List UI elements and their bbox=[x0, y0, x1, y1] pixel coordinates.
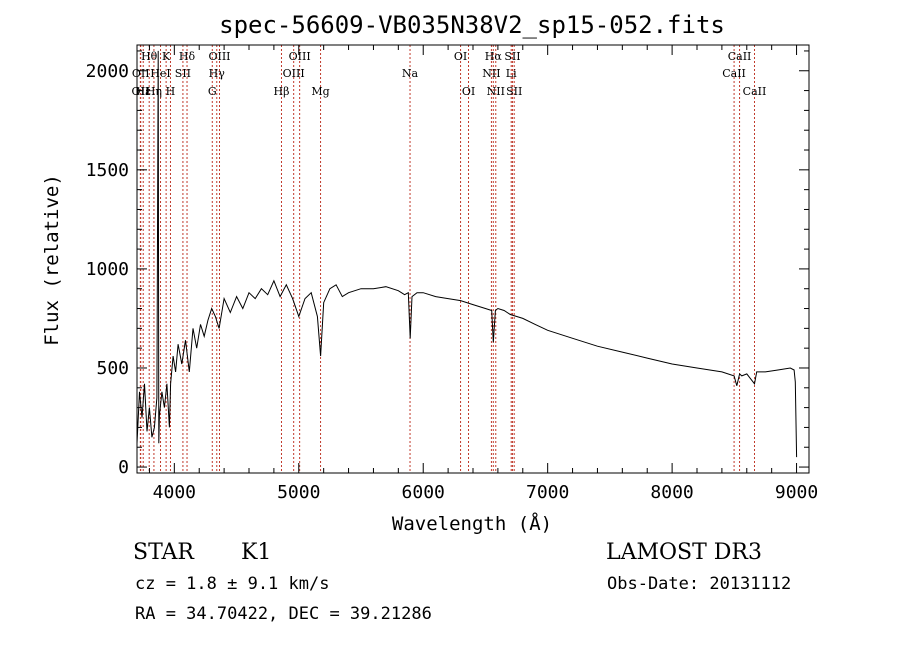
emission-line-label: OI bbox=[462, 85, 475, 98]
emission-line-label: Li bbox=[506, 67, 517, 80]
emission-line-label: Mg bbox=[311, 85, 329, 98]
emission-line-label: Hε bbox=[136, 85, 152, 98]
emission-line-label: OIII bbox=[289, 50, 311, 63]
emission-line-label: HeI bbox=[150, 67, 170, 80]
emission-line-label: K bbox=[162, 50, 171, 63]
emission-line-label: SII bbox=[175, 67, 191, 80]
plot-frame bbox=[136, 44, 810, 474]
x-axis-ticks: 4000 5000 6000 7000 8000 9000 bbox=[148, 45, 818, 503]
emission-line-label: OIII bbox=[208, 50, 230, 63]
y-tick-label: 1000 bbox=[86, 259, 129, 280]
emission-line-label: OII bbox=[132, 85, 150, 98]
emission-line-label: NII bbox=[482, 67, 500, 80]
emission-line-label: Na bbox=[402, 67, 419, 80]
x-tick-label: 4000 bbox=[153, 482, 196, 503]
y-tick-label: 0 bbox=[118, 457, 129, 478]
emission-line-label: NII bbox=[487, 85, 505, 98]
chart-title: spec-56609-VB035N38V2_sp15-052.fits bbox=[219, 11, 725, 39]
spectrum-line bbox=[136, 50, 798, 458]
emission-line-label: OIII bbox=[283, 67, 305, 80]
x-tick-label: 7000 bbox=[526, 482, 569, 503]
x-tick-label: 6000 bbox=[402, 482, 445, 503]
redshift-text: cz = 1.8 ± 9.1 km/s bbox=[135, 574, 330, 594]
x-tick-label: 8000 bbox=[650, 482, 693, 503]
x-tick-label: 9000 bbox=[775, 482, 818, 503]
emission-line-label: OI bbox=[454, 50, 467, 63]
emission-line-label: CaII bbox=[743, 85, 767, 98]
emission-line-markers bbox=[139, 45, 755, 473]
object-subclass: K1 bbox=[241, 540, 272, 565]
emission-line-label: Hβ bbox=[274, 85, 290, 98]
y-tick-label: 500 bbox=[96, 358, 129, 379]
emission-line-label: CaII bbox=[722, 67, 746, 80]
survey-name: LAMOST DR3 bbox=[606, 540, 762, 565]
y-axis-ticks: 0 500 1000 1500 2000 bbox=[86, 50, 809, 478]
x-axis-label: Wavelength (Å) bbox=[392, 512, 552, 535]
emission-line-label: Hθ bbox=[141, 50, 158, 63]
coordinates-text: RA = 34.70422, DEC = 39.21286 bbox=[135, 604, 432, 624]
emission-line-label: SII bbox=[506, 85, 522, 98]
emission-line-label: SII bbox=[504, 50, 520, 63]
emission-line-label: Hα bbox=[485, 50, 503, 63]
emission-line-label: Hγ bbox=[209, 67, 226, 80]
emission-line-label: H bbox=[166, 85, 176, 98]
emission-line-label: G bbox=[208, 85, 217, 98]
y-axis-label: Flux (relative) bbox=[41, 174, 63, 346]
y-tick-label: 1500 bbox=[86, 160, 129, 181]
emission-line-label: Hη bbox=[146, 85, 162, 98]
emission-line-label: OII bbox=[132, 67, 150, 80]
object-class: STAR bbox=[133, 540, 194, 565]
emission-line-label: Hδ bbox=[179, 50, 196, 63]
obs-date-text: Obs-Date: 20131112 bbox=[607, 574, 792, 594]
emission-line-label: CaII bbox=[728, 50, 752, 63]
emission-line-labels: OIIOIIHεHθHηHeIKHSIIHδGHγOIIIHβOIIIOIIIM… bbox=[132, 50, 767, 98]
y-tick-label: 2000 bbox=[86, 61, 129, 82]
x-tick-label: 5000 bbox=[277, 482, 320, 503]
